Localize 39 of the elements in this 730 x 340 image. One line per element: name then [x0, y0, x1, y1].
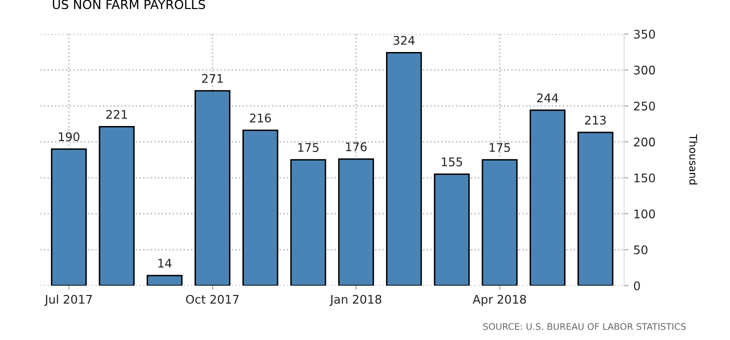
- data-label: 175: [298, 143, 318, 152]
- x-tick-label: Oct 2017: [186, 294, 239, 304]
- data-label: 324: [394, 36, 415, 45]
- bar: [434, 173, 470, 286]
- bar: [338, 158, 374, 286]
- x-tick-label: Apr 2018: [472, 294, 526, 306]
- source-note: SOURCE: U.S. BUREAU OF LABOR STATISTICS: [483, 323, 686, 330]
- bar: [482, 159, 518, 286]
- data-label: 213: [585, 116, 606, 125]
- bar: [386, 52, 422, 286]
- x-tick-label: Jul 2017: [44, 294, 92, 306]
- y-tick-label: 0: [634, 281, 640, 290]
- data-label: 221: [106, 110, 127, 119]
- x-tick-label: Jan 2018: [329, 294, 382, 306]
- data-label: 176: [346, 142, 367, 152]
- chart-title: US NON FARM PAYROLLS: [52, 0, 206, 10]
- y-tick-label: 350: [634, 30, 655, 39]
- bar: [194, 90, 230, 286]
- bar: [530, 110, 566, 286]
- bar: [290, 159, 326, 286]
- data-label: 216: [250, 114, 271, 122]
- y-axis-title: Thousand: [689, 134, 698, 184]
- bar: [578, 132, 614, 286]
- y-tick-label: 150: [634, 173, 655, 182]
- bar: [146, 274, 183, 286]
- data-label: 175: [490, 143, 510, 152]
- y-tick-label: 50: [634, 245, 648, 254]
- y-tick-label: 250: [634, 102, 655, 111]
- data-label: 271: [202, 74, 223, 83]
- bar: [50, 148, 87, 286]
- y-tick-label: 300: [634, 66, 655, 75]
- bar: [98, 126, 135, 286]
- data-label: 244: [537, 93, 558, 102]
- data-label: 14: [158, 258, 172, 268]
- y-tick-label: 100: [634, 209, 655, 218]
- bar: [242, 130, 278, 286]
- y-tick-label: 200: [634, 138, 655, 146]
- data-label: 155: [442, 158, 462, 166]
- data-label: 190: [58, 132, 80, 142]
